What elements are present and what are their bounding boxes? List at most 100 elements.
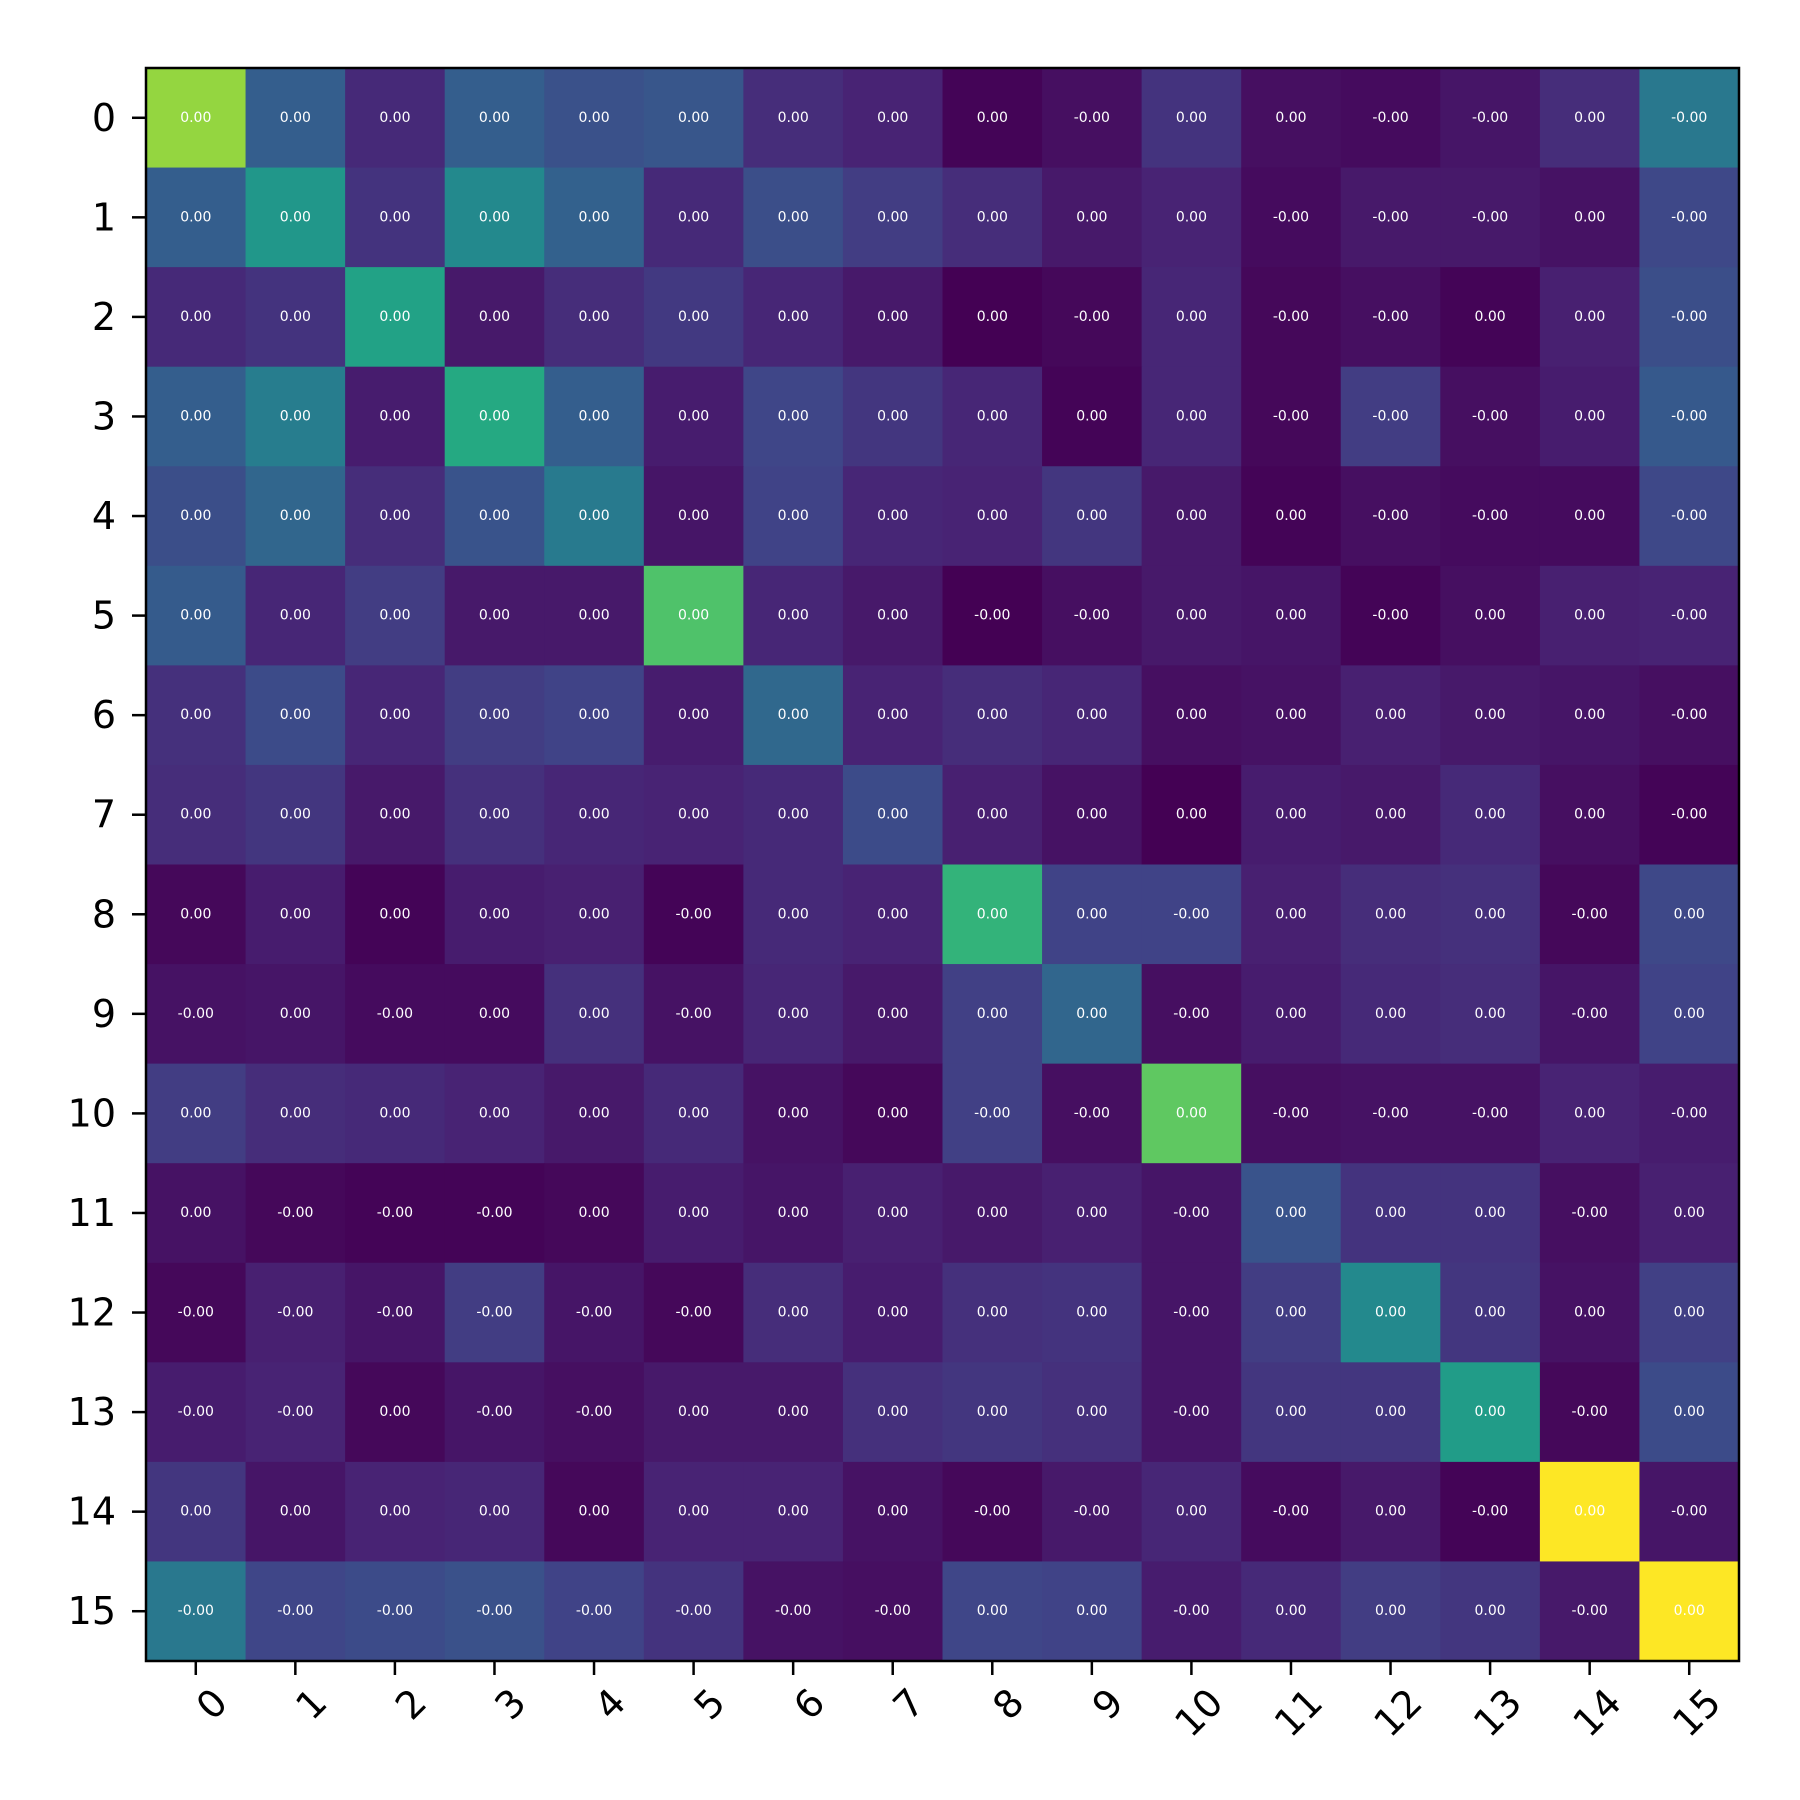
cell-value-label: 0.00: [379, 110, 410, 126]
heatmap-cell: [1241, 565, 1342, 666]
heatmap-cell: [345, 466, 446, 567]
heatmap-cell: [245, 1262, 346, 1363]
heatmap-cell: [1141, 1163, 1242, 1264]
heatmap-cell: [942, 466, 1043, 567]
heatmap-cell: [1440, 565, 1541, 666]
heatmap-cell: [743, 1461, 844, 1563]
heatmap-cell: [743, 665, 844, 766]
cell-value-label: 0.00: [877, 1305, 908, 1321]
heatmap-cell: [643, 665, 744, 766]
cell-value-label: -0.00: [1671, 110, 1707, 126]
heatmap-cell: [1241, 1461, 1342, 1563]
cell-value-label: -0.00: [476, 1305, 512, 1321]
heatmap-cell: [146, 565, 247, 666]
x-tick-label: 7: [885, 1680, 933, 1728]
heatmap-cell: [1639, 1362, 1740, 1463]
cell-value-label: 0.00: [1674, 1603, 1705, 1619]
cell-value-label: 0.00: [479, 707, 510, 723]
heatmap-cell: [345, 1163, 446, 1264]
heatmap-cell: [1340, 1461, 1441, 1563]
heatmap-cell: [544, 68, 645, 169]
heatmap-cell: [1639, 1561, 1740, 1662]
cell-value-label: 0.00: [1475, 1404, 1506, 1420]
cell-value-label: -0.00: [1074, 1504, 1110, 1520]
cell-value-label: -0.00: [476, 1205, 512, 1221]
cell-value-label: 0.00: [1674, 906, 1705, 922]
cell-value-label: 0.00: [977, 1305, 1008, 1321]
heatmap-cell: [1042, 267, 1143, 368]
heatmap-cell: [1539, 366, 1641, 467]
cell-value-label: -0.00: [675, 1603, 711, 1619]
cell-value-label: 0.00: [1176, 209, 1207, 225]
heatmap-cell: [842, 1163, 944, 1264]
heatmap-cell: [1440, 1461, 1541, 1563]
cell-value-label: 0.00: [877, 608, 908, 624]
heatmap-cell: [1340, 68, 1441, 169]
heatmap-cell: [743, 964, 844, 1065]
x-tick-label: 14: [1565, 1680, 1630, 1745]
heatmap-cell: [1241, 864, 1342, 965]
cell-value-label: 0.00: [1076, 1603, 1107, 1619]
heatmap-cell: [1141, 964, 1242, 1065]
heatmap-cell: [1440, 1063, 1541, 1164]
cell-value-label: 0.00: [578, 1006, 609, 1022]
heatmap-cell: [1241, 964, 1342, 1065]
heatmap-cell: [942, 1063, 1043, 1164]
cell-value-label: 0.00: [1176, 408, 1207, 424]
heatmap-cell: [1340, 565, 1441, 666]
heatmap-cell: [544, 1163, 645, 1264]
heatmap-cell: [1042, 1461, 1143, 1563]
heatmap-cell: [444, 366, 545, 467]
heatmap-cell: [942, 565, 1043, 666]
cell-value-label: 0.00: [1375, 906, 1406, 922]
heatmap-cell: [1340, 1362, 1441, 1463]
cell-value-label: 0.00: [778, 1006, 809, 1022]
heatmap-cell: [1241, 68, 1342, 169]
heatmap-cell: [544, 1262, 645, 1363]
y-tick-label: 5: [92, 594, 116, 638]
heatmap-cell: [146, 267, 247, 368]
heatmap-cell: [1141, 764, 1242, 866]
cell-value-label: 0.00: [778, 906, 809, 922]
y-tick-label: 6: [92, 693, 116, 737]
heatmap-cell: [842, 864, 944, 965]
heatmap-cell: [643, 1262, 744, 1363]
heatmap-cell: [1639, 1063, 1740, 1164]
heatmap-cell: [1440, 267, 1541, 368]
cell-value-label: 0.00: [1176, 807, 1207, 823]
heatmap-cell: [544, 167, 645, 268]
heatmap-cell: [444, 764, 545, 866]
heatmap-cell: [444, 1362, 545, 1463]
heatmap-cell: [146, 864, 247, 965]
heatmap-cell: [942, 167, 1043, 268]
cell-value-label: 0.00: [678, 508, 709, 524]
cell-value-label: 0.00: [1574, 110, 1605, 126]
heatmap-cell: [1141, 565, 1242, 666]
heatmap-cell: [345, 366, 446, 467]
heatmap-cell: [1539, 764, 1641, 866]
cell-value-label: 0.00: [180, 906, 211, 922]
heatmap-cell: [743, 167, 844, 268]
heatmap-cell: [643, 267, 744, 368]
heatmap-cell: [842, 366, 944, 467]
cell-value-label: 0.00: [1475, 1305, 1506, 1321]
cell-value-label: 0.00: [578, 209, 609, 225]
heatmap-cell: [743, 466, 844, 567]
heatmap-cell: [544, 466, 645, 567]
heatmap-cell: [743, 1262, 844, 1363]
heatmap-cell: [146, 1362, 247, 1463]
cell-value-label: 0.00: [479, 209, 510, 225]
heatmap-cell: [1440, 466, 1541, 567]
heatmap-cell: [842, 1362, 944, 1463]
x-tick-label: 11: [1266, 1680, 1331, 1745]
heatmap-cell: [245, 864, 346, 965]
cell-value-label: 0.00: [778, 1105, 809, 1121]
heatmap-cell: [743, 1063, 844, 1164]
heatmap-cell: [146, 665, 247, 766]
heatmap-cell: [1241, 1163, 1342, 1264]
cell-value-label: 0.00: [180, 1504, 211, 1520]
cell-value-label: 0.00: [280, 110, 311, 126]
heatmap-cell: [1141, 167, 1242, 268]
heatmap-cell: [345, 1561, 446, 1662]
